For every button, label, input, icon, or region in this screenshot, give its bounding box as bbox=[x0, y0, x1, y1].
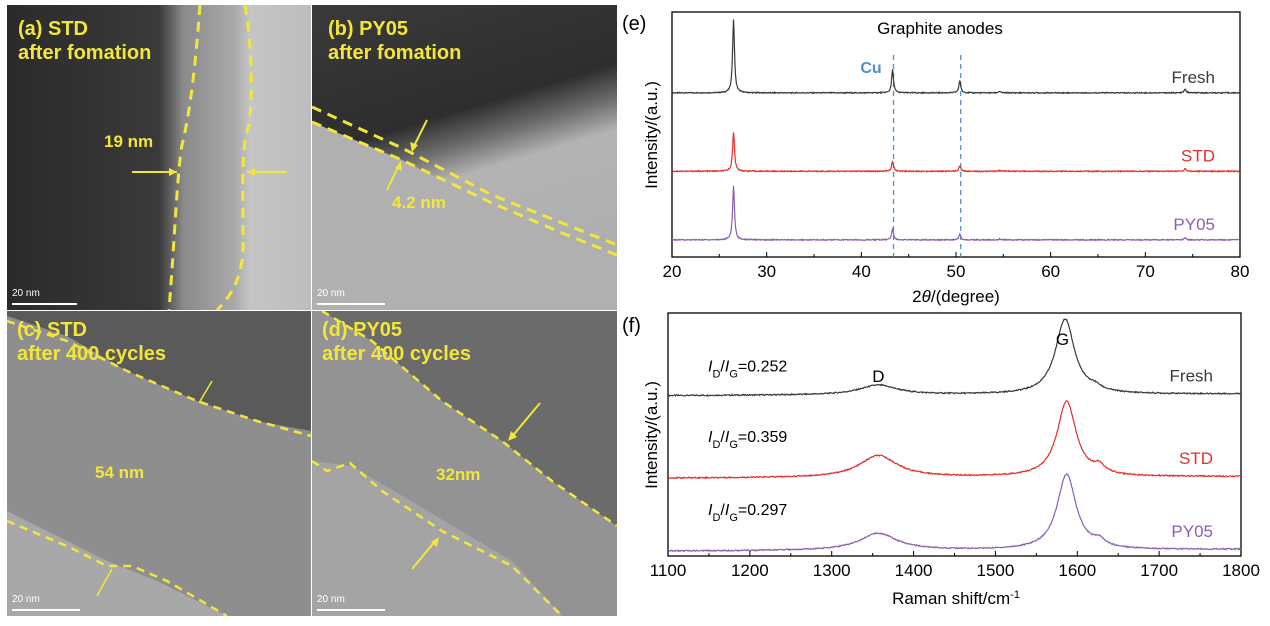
sei-boundary-outer bbox=[312, 120, 617, 257]
raman-series-py05 bbox=[667, 473, 1242, 553]
panel-d-title-line1: (d) PY05 bbox=[322, 319, 403, 341]
xrd-x-tick-label: 80 bbox=[1231, 262, 1250, 281]
xrd-chart: (e) Graphite anodes Cu Fresh STD PY05 20 30… bbox=[622, 11, 1250, 306]
panel-b-title: (b) PY05 after fomation bbox=[328, 17, 461, 65]
id-ig-ratio-std: ID/IG=0.359 bbox=[708, 429, 787, 451]
raman-chart: (f) Fresh STD PY05 1100 1200 1300 1400 1500 160… bbox=[622, 312, 1260, 608]
tem-panel-d: (d) PY05 after 400 cycles 32nm 20 nm bbox=[312, 311, 617, 616]
panel-c-thickness: 54 nm bbox=[95, 463, 145, 482]
sei-boundary-outer bbox=[215, 5, 253, 310]
raman-x-tick-label: 1200 bbox=[731, 561, 769, 580]
raman-x-axis-title: Raman shift/cm-1 bbox=[892, 589, 1020, 608]
raman-series-std bbox=[667, 400, 1242, 480]
arrow-down bbox=[198, 380, 213, 404]
panel-b-scale-bar bbox=[317, 303, 385, 305]
arrow-up bbox=[411, 538, 438, 570]
panel-c-scale-label: 20 nm bbox=[12, 594, 40, 605]
panel-b-thickness: 4.2 nm bbox=[392, 193, 446, 212]
xrd-x-tick-label: 60 bbox=[1041, 262, 1060, 281]
panel-b-scale-label: 20 nm bbox=[317, 288, 345, 299]
xrd-series-fresh bbox=[671, 19, 1241, 95]
id-ig-ratio-py05: ID/IG=0.297 bbox=[708, 502, 787, 524]
panel-c-title-line1: (c) STD bbox=[17, 319, 87, 341]
panel-b-title-line2: after fomation bbox=[328, 42, 462, 64]
panel-a-title-line2: after fomation bbox=[18, 42, 152, 64]
panel-e-label: (e) bbox=[622, 13, 646, 35]
raman-x-tick-label: 1400 bbox=[895, 561, 933, 580]
tem-panel-c: (c) STD after 400 cycles 54 nm 20 nm bbox=[7, 311, 311, 616]
xrd-series-std bbox=[671, 132, 1241, 174]
xrd-x-tick-label: 20 bbox=[663, 262, 682, 281]
panel-d-title: (d) PY05 after 400 cycles bbox=[322, 318, 471, 366]
xrd-legend-py05: PY05 bbox=[1173, 215, 1215, 234]
tem-panel-a: (a) STD after fomation 19 nm 20 nm bbox=[7, 5, 311, 310]
arrow-down bbox=[509, 402, 541, 440]
panel-d-scale-bar bbox=[317, 609, 385, 611]
panel-f-label: (f) bbox=[622, 315, 641, 337]
raman-y-axis-title: Intensity/(a.u.) bbox=[642, 381, 661, 489]
panel-a-scale-bar bbox=[12, 303, 77, 305]
xrd-title: Graphite anodes bbox=[877, 19, 1003, 38]
raman-x-tick-label: 1300 bbox=[813, 561, 851, 580]
panel-b-title-line1: (b) PY05 bbox=[328, 18, 409, 40]
raman-peak-label-g: G bbox=[1056, 330, 1069, 349]
panel-a-title-line1: (a) STD bbox=[18, 18, 88, 40]
xrd-x-tick-label: 40 bbox=[852, 262, 871, 281]
id-ig-ratio-fresh: ID/IG=0.252 bbox=[708, 359, 787, 381]
raman-x-tick-label: 1800 bbox=[1222, 561, 1260, 580]
xrd-y-axis-title: Intensity/(a.u.) bbox=[642, 81, 661, 189]
xrd-x-tick-label: 30 bbox=[757, 262, 776, 281]
panel-d-thickness: 32nm bbox=[436, 465, 481, 484]
sei-boundary-inner bbox=[312, 105, 617, 247]
raman-x-tick-label: 1100 bbox=[650, 561, 687, 580]
xrd-series-py05 bbox=[672, 185, 1241, 242]
raman-series-fresh bbox=[667, 318, 1242, 397]
raman-legend-fresh: Fresh bbox=[1170, 367, 1213, 386]
sei-boundary-lower bbox=[7, 519, 228, 616]
xrd-x-tick-label: 50 bbox=[947, 262, 966, 281]
sei-boundary-upper bbox=[7, 319, 311, 438]
raman-x-tick-label: 1600 bbox=[1058, 561, 1096, 580]
tem-image-a bbox=[7, 5, 311, 310]
panel-c-title-line2: after 400 cycles bbox=[17, 343, 167, 365]
panel-c-title: (c) STD after 400 cycles bbox=[17, 318, 166, 366]
sei-boundary-lower bbox=[312, 459, 563, 616]
tem-image-c bbox=[7, 311, 311, 616]
panel-d-title-line2: after 400 cycles bbox=[322, 343, 472, 365]
panel-d-scale-label: 20 nm bbox=[317, 594, 345, 605]
arrow-up bbox=[96, 568, 113, 597]
raman-x-tick-label: 1500 bbox=[977, 561, 1015, 580]
sei-boundary-upper bbox=[321, 311, 617, 528]
tem-panel-b: (b) PY05 after fomation 4.2 nm 20 nm bbox=[312, 5, 617, 310]
panel-a-scale-label: 20 nm bbox=[12, 288, 40, 299]
raman-legend-std: STD bbox=[1179, 449, 1213, 468]
raman-x-tick-label: 1700 bbox=[1140, 561, 1178, 580]
cu-annotation: Cu bbox=[860, 60, 881, 77]
panel-a-thickness: 19 nm bbox=[104, 132, 154, 151]
xrd-plot-frame bbox=[671, 11, 1241, 258]
xrd-x-tick-label: 70 bbox=[1136, 262, 1155, 281]
tem-image-d bbox=[312, 311, 617, 616]
raman-legend-py05: PY05 bbox=[1171, 522, 1213, 541]
panel-c-scale-bar bbox=[12, 609, 80, 611]
xrd-x-axis-title: 2θ/(degree) bbox=[912, 287, 1000, 306]
xrd-legend-std: STD bbox=[1181, 146, 1215, 165]
panel-a-title: (a) STD after fomation bbox=[18, 17, 151, 65]
tem-image-b bbox=[312, 5, 617, 310]
sei-boundary-inner bbox=[167, 5, 202, 310]
raman-peak-label-d: D bbox=[872, 367, 884, 386]
xrd-legend-fresh: Fresh bbox=[1172, 68, 1215, 87]
